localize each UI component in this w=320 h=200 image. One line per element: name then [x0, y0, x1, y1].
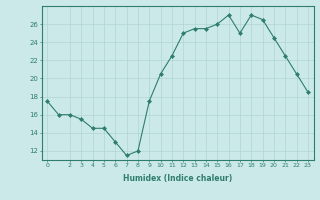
X-axis label: Humidex (Indice chaleur): Humidex (Indice chaleur) [123, 174, 232, 183]
